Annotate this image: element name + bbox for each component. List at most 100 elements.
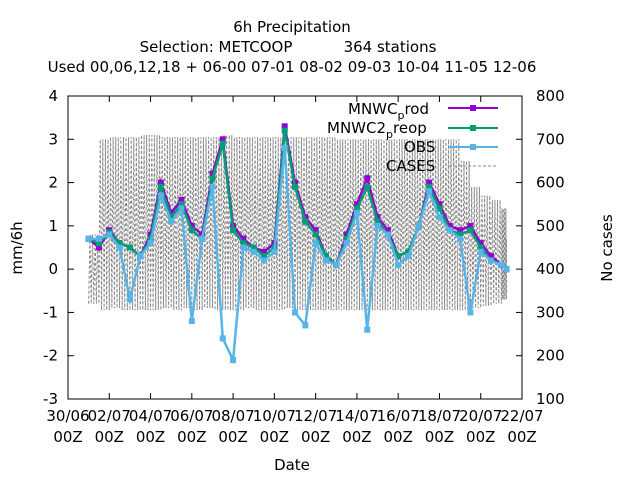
data-point-mnwc-prod xyxy=(95,244,102,251)
data-point-mnwc2-preop xyxy=(230,227,237,234)
data-point-obs xyxy=(230,357,237,364)
legend: MNWCprod MNWC2preop OBS CASES xyxy=(327,100,498,175)
data-point-mnwc2-preop xyxy=(292,183,298,190)
data-point-mnwc-prod xyxy=(477,240,484,247)
x-tick-label-hour: 00Z xyxy=(466,428,495,446)
data-point-mnwc2-preop xyxy=(168,214,175,221)
data-point-mnwc2-preop xyxy=(240,240,247,247)
data-point-mnwc-prod xyxy=(426,179,433,186)
chart-subtitle-selection: Selection: METCOOP xyxy=(140,38,293,56)
data-point-mnwc2-preop xyxy=(477,244,484,251)
data-point-mnwc2-preop xyxy=(467,227,474,234)
data-point-obs xyxy=(436,214,443,221)
data-point-obs xyxy=(395,261,402,268)
data-point-mnwc2-preop xyxy=(250,244,257,251)
x-tick-label-hour: 00Z xyxy=(95,428,124,446)
y2-tick-label: 600 xyxy=(536,174,565,192)
data-point-obs xyxy=(333,261,340,268)
data-point-mnwc-prod xyxy=(188,222,195,229)
data-point-mnwc2-preop xyxy=(261,253,268,260)
data-point-mnwc2-preop xyxy=(116,240,123,247)
x-tick-label-hour: 00Z xyxy=(260,428,289,446)
legend-marker-prod xyxy=(470,105,476,111)
data-point-mnwc-prod xyxy=(312,227,319,234)
data-point-mnwc2-preop xyxy=(322,253,329,260)
x-tick-label-hour: 00Z xyxy=(218,428,247,446)
x-axis-label: Date xyxy=(274,456,310,474)
x-tick-label-hour: 00Z xyxy=(383,428,412,446)
x-tick-label-date: 14/07 xyxy=(335,407,378,425)
data-point-obs xyxy=(312,240,319,247)
x-tick-label-hour: 00Z xyxy=(53,428,82,446)
data-point-mnwc2-preop xyxy=(353,205,360,212)
data-point-obs xyxy=(457,235,464,242)
y2-tick-label: 400 xyxy=(536,260,565,278)
data-point-obs xyxy=(209,183,216,190)
data-point-obs xyxy=(178,205,185,212)
x-tick-label-hour: 00Z xyxy=(177,428,206,446)
data-point-obs xyxy=(405,253,412,260)
x-tick-label-date: 20/07 xyxy=(459,407,502,425)
y-tick-label: 3 xyxy=(48,130,58,148)
x-tick-label-date: 30/06 xyxy=(46,407,89,425)
data-point-obs xyxy=(116,244,123,251)
y-tick-label: -3 xyxy=(43,390,58,408)
x-tick-label-date: 12/07 xyxy=(294,407,337,425)
y2-tick-label: 100 xyxy=(536,390,565,408)
y-tick-label: 1 xyxy=(48,217,58,235)
data-point-mnwc-prod xyxy=(446,222,453,229)
data-point-obs xyxy=(292,309,298,316)
data-point-mnwc2-preop xyxy=(343,235,350,242)
x-tick-label-date: 08/07 xyxy=(211,407,254,425)
y-tick-label: 2 xyxy=(48,174,58,192)
data-point-obs xyxy=(343,240,350,247)
y2-tick-label: 800 xyxy=(536,87,565,105)
cases-line xyxy=(88,134,508,311)
x-tick-label-date: 04/07 xyxy=(129,407,172,425)
axes: -3 -2 -1 0 1 2 3 4 100 200 300 400 500 600 700 800 30/06… xyxy=(43,87,565,446)
y-tick-label: 4 xyxy=(48,87,58,105)
data-point-mnwc2-preop xyxy=(457,231,464,238)
x-tick-label-date: 22/07 xyxy=(500,407,543,425)
legend-label-cases: CASES xyxy=(386,157,435,175)
data-point-mnwc-prod xyxy=(157,179,164,186)
data-point-obs xyxy=(415,222,422,229)
data-point-obs xyxy=(250,248,257,255)
y-tick-label: -1 xyxy=(43,303,58,321)
data-point-obs xyxy=(126,296,133,303)
data-point-mnwc-prod xyxy=(168,209,175,216)
y2-tick-label: 500 xyxy=(536,217,565,235)
data-point-mnwc-prod xyxy=(281,123,288,130)
chart-subtitle-stations: 364 stations xyxy=(344,38,437,56)
data-point-mnwc-prod xyxy=(343,231,350,238)
x-tick-label-hour: 00Z xyxy=(301,428,330,446)
data-point-obs xyxy=(261,257,268,264)
x-tick-label-hour: 00Z xyxy=(507,428,536,446)
cases-series xyxy=(88,134,508,311)
data-point-mnwc-prod xyxy=(353,201,360,208)
data-point-obs xyxy=(219,335,226,342)
data-point-obs xyxy=(446,227,453,234)
data-point-obs xyxy=(147,240,154,247)
chart-subtitle-used: Used 00,06,12,18 + 06-00 07-01 08-02 09-… xyxy=(48,58,537,76)
data-point-mnwc2-preop xyxy=(395,253,402,260)
x-tick-label-date: 02/07 xyxy=(88,407,131,425)
data-point-obs xyxy=(157,192,164,199)
data-point-mnwc-prod xyxy=(488,253,495,260)
data-point-mnwc-prod xyxy=(436,201,443,208)
data-point-mnwc-prod xyxy=(364,175,371,182)
data-point-obs xyxy=(498,261,505,268)
x-tick-label-date: 18/07 xyxy=(418,407,461,425)
data-point-mnwc2-preop xyxy=(95,240,102,247)
legend-label-prod: MNWCprod xyxy=(348,100,429,122)
data-point-mnwc2-preop xyxy=(209,175,216,182)
data-point-obs xyxy=(384,231,391,238)
x-tick-label-hour: 00Z xyxy=(342,428,371,446)
y2-tick-label: 200 xyxy=(536,347,565,365)
legend-label-obs: OBS xyxy=(404,138,435,156)
y2-axis-label: No cases xyxy=(598,214,616,282)
data-point-mnwc2-preop xyxy=(374,218,381,225)
y-tick-label: 0 xyxy=(48,260,58,278)
data-point-mnwc2-preop xyxy=(188,227,195,234)
data-point-obs xyxy=(503,266,510,273)
